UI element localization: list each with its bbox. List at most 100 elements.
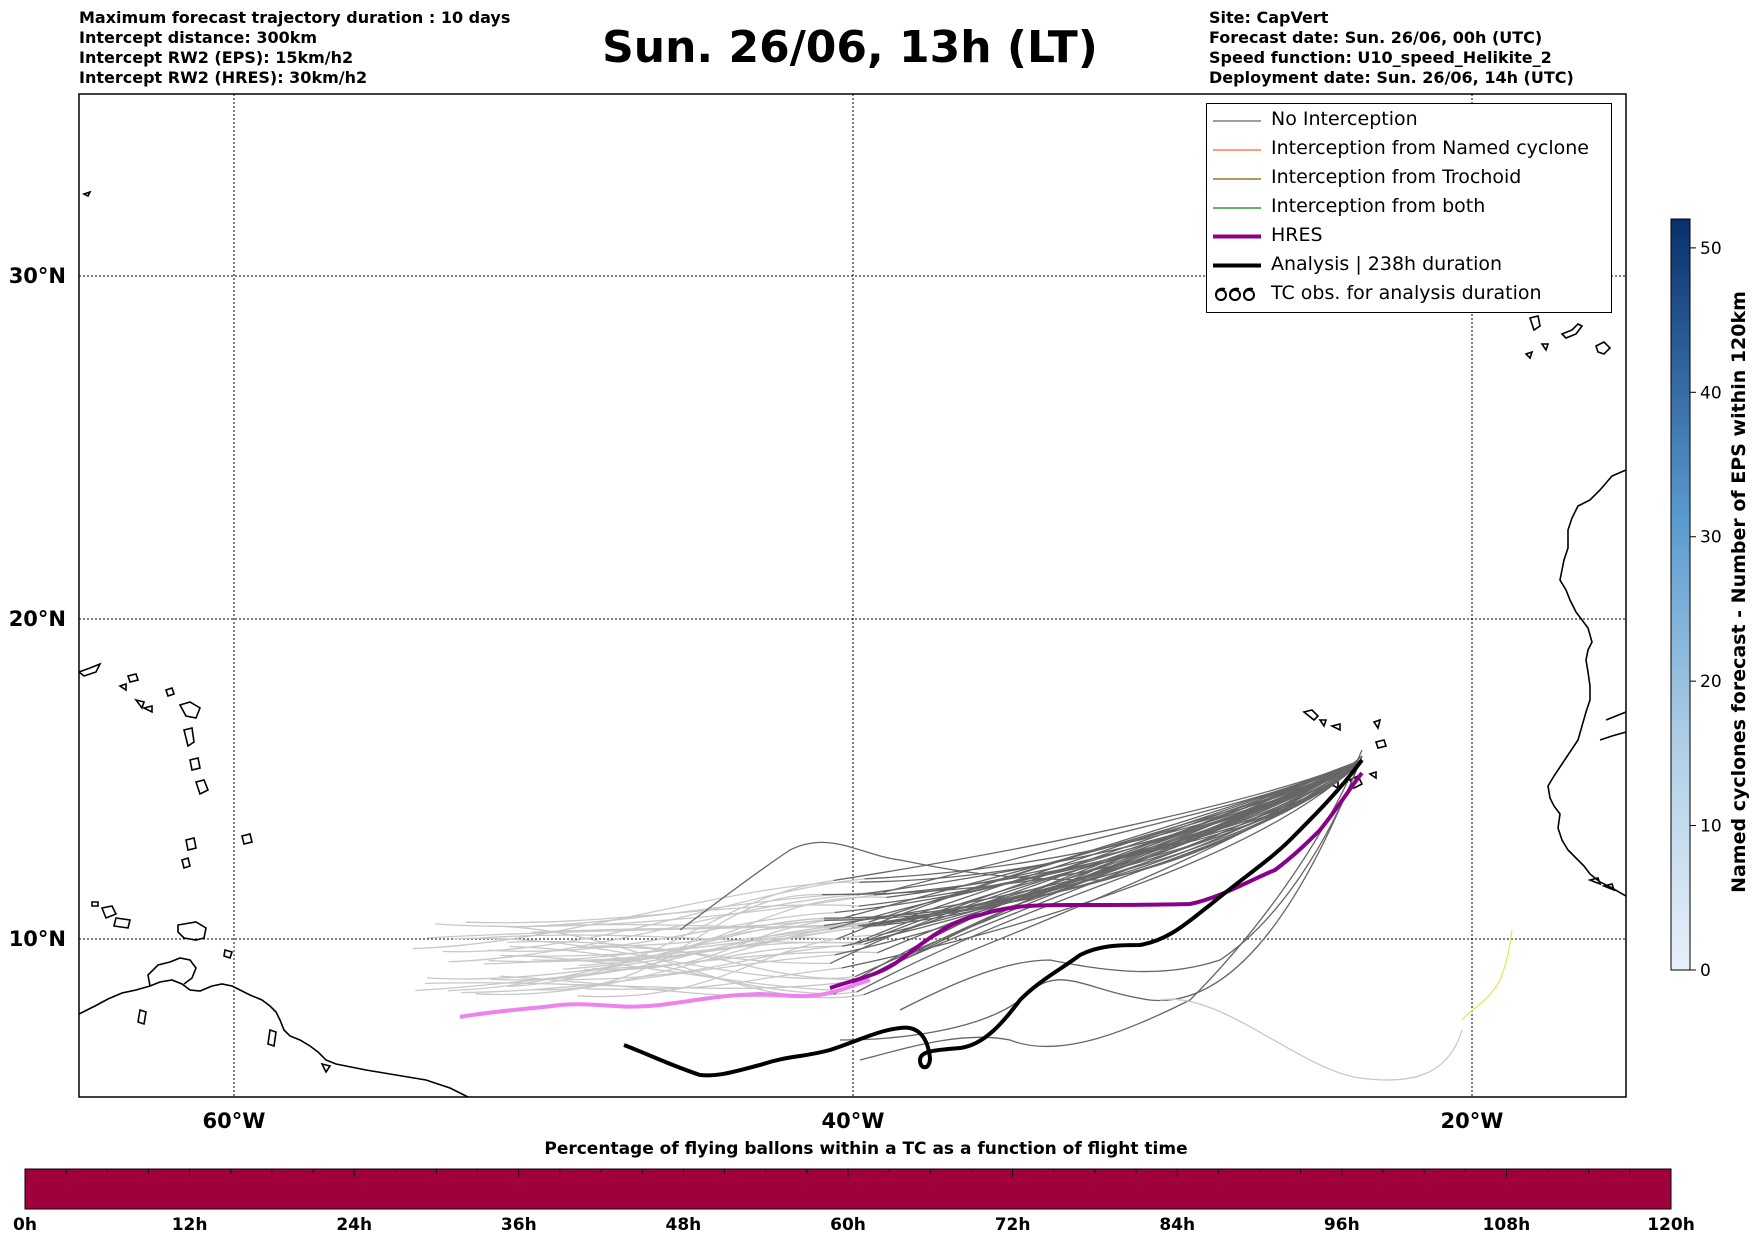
time-bar-tick-label: 96h xyxy=(1324,1215,1360,1235)
lesser-antilles-1 xyxy=(100,905,118,920)
ensemble-track xyxy=(466,904,859,924)
ensemble-track xyxy=(562,917,825,970)
time-bar-tick-label: 108h xyxy=(1483,1215,1531,1235)
bermuda xyxy=(81,190,92,198)
lesser-antilles-5 xyxy=(185,837,197,851)
barbados xyxy=(223,948,234,960)
info-line: Deployment date: Sun. 26/06, 14h (UTC) xyxy=(1209,68,1574,87)
legend-item-hres: HRES xyxy=(1207,222,1611,251)
lon-label-60w: 60°W xyxy=(203,1109,266,1133)
colorbar-tick-label: 50 xyxy=(1700,239,1722,259)
ensemble-track xyxy=(592,945,843,970)
small-island-b xyxy=(134,698,146,710)
map-area xyxy=(79,94,1626,1097)
africa-coast-detail-1 xyxy=(1605,711,1626,721)
legend-label: Interception from both xyxy=(1271,195,1486,217)
cape-verde-1 xyxy=(1302,709,1320,722)
info-line: Intercept RW2 (HRES): 30km/h2 xyxy=(79,68,368,87)
hres-late-track xyxy=(829,771,1364,990)
lesser-antilles-8 xyxy=(183,727,195,748)
ensemble-track xyxy=(500,922,873,957)
map-frame xyxy=(78,93,1627,1098)
ensemble-track xyxy=(578,896,887,967)
ensemble-track-far-south xyxy=(839,755,1363,1041)
time-bar-tick-label: 36h xyxy=(501,1215,537,1235)
legend-label: No Interception xyxy=(1271,108,1418,130)
legend-item-no-interception: No Interception xyxy=(1207,106,1611,135)
legend-label: Interception from Named cyclone xyxy=(1271,137,1589,159)
time-bar-tick-label: 60h xyxy=(830,1215,866,1235)
flight-time-bar: Percentage of flying ballons within a TC… xyxy=(13,1139,1695,1235)
south-america-coast xyxy=(79,979,469,1097)
legend-item-named-cyclone: Interception from Named cyclone xyxy=(1207,135,1611,164)
ensemble-track xyxy=(461,954,835,994)
lesser-antilles-4 xyxy=(181,856,191,870)
analysis-track xyxy=(623,758,1364,1078)
ensemble-track-south xyxy=(899,755,1363,1011)
lesser-antilles-2 xyxy=(91,901,99,907)
lon-label-40w: 40°W xyxy=(822,1109,885,1133)
lesser-antilles-7 xyxy=(189,757,201,771)
ensemble-track xyxy=(483,928,830,965)
colorbar-tick-label: 10 xyxy=(1700,817,1722,837)
canary-4 xyxy=(1540,343,1550,352)
ensemble-track xyxy=(532,893,823,991)
africa-coast xyxy=(1547,469,1626,897)
ensemble-track xyxy=(426,924,885,980)
ensemble-track xyxy=(584,917,843,971)
canary-1 xyxy=(1528,315,1541,332)
colorbar-ticks: 0 10 20 30 40 50 xyxy=(1690,239,1722,981)
martinique-like xyxy=(241,833,253,845)
info-line: Forecast date: Sun. 26/06, 00h (UTC) xyxy=(1209,28,1543,47)
coast-island-2 xyxy=(320,1062,332,1074)
time-bar-tick-label: 0h xyxy=(13,1215,37,1235)
ensemble-track xyxy=(565,943,865,981)
ensemble-track xyxy=(442,878,865,953)
bissagos-2 xyxy=(1601,883,1616,892)
time-bar-ticks: 0h 12h 24h 36h 48h 60h 72h 84h 96h 108h 120h xyxy=(13,1169,1695,1235)
page-title: Sun. 26/06, 13h (LT) xyxy=(602,22,1098,73)
ensemble-track xyxy=(488,925,864,999)
lesser-antilles-9 xyxy=(178,701,201,719)
small-island-a xyxy=(126,673,140,683)
cape-verde-5 xyxy=(1374,739,1388,749)
ensemble-track xyxy=(864,759,1363,945)
info-line: Intercept distance: 300km xyxy=(79,28,318,47)
legend-swatch xyxy=(1213,207,1261,209)
cape-verde-7 xyxy=(1368,770,1377,780)
ensemble-track xyxy=(448,894,858,963)
cyclone-colorbar: 0 10 20 30 40 50 Named cyclones forecast - Nu… xyxy=(1670,218,1750,981)
bissagos-1 xyxy=(1587,877,1602,886)
ensemble-track xyxy=(412,881,860,950)
ensemble-track xyxy=(577,946,857,981)
ensemble-track xyxy=(829,759,1363,964)
ensemble-track xyxy=(841,759,1363,947)
ensemble-track xyxy=(507,879,834,988)
ensemble-track xyxy=(841,759,1363,919)
canary-5 xyxy=(1524,350,1534,360)
lat-label-30n: 30°N xyxy=(9,264,66,288)
canary-2 xyxy=(1560,323,1584,339)
hres-early-track xyxy=(459,978,871,1019)
small-island-d xyxy=(118,682,127,692)
ensemble-track xyxy=(868,759,1363,923)
colorbar-tick-label: 40 xyxy=(1700,383,1722,403)
forecast-settings: Maximum forecast trajectory duration : 1… xyxy=(79,8,510,88)
coast-island-1 xyxy=(267,1028,277,1048)
ensemble-track xyxy=(591,937,837,962)
ensemble-track-light-south xyxy=(1159,998,1463,1081)
time-bar-title: Percentage of flying ballons within a TC… xyxy=(544,1139,1187,1159)
time-bar-tick-label: 48h xyxy=(666,1215,702,1235)
colorbar-tick-label: 30 xyxy=(1700,528,1722,548)
ensemble-track xyxy=(833,759,1363,882)
colorbar-tick-label: 0 xyxy=(1700,961,1711,981)
ensemble-track-north xyxy=(679,755,1363,931)
lon-label-20w: 20°W xyxy=(1441,1109,1504,1133)
legend-label: Analysis | 238h duration xyxy=(1271,253,1503,275)
lesser-antilles-6 xyxy=(194,779,210,796)
tobago xyxy=(137,1008,147,1026)
ensemble-track xyxy=(856,759,1363,896)
legend-label: TC obs. for analysis duration xyxy=(1271,282,1542,304)
ensemble-track xyxy=(841,759,1363,969)
ensemble-track xyxy=(517,954,842,992)
